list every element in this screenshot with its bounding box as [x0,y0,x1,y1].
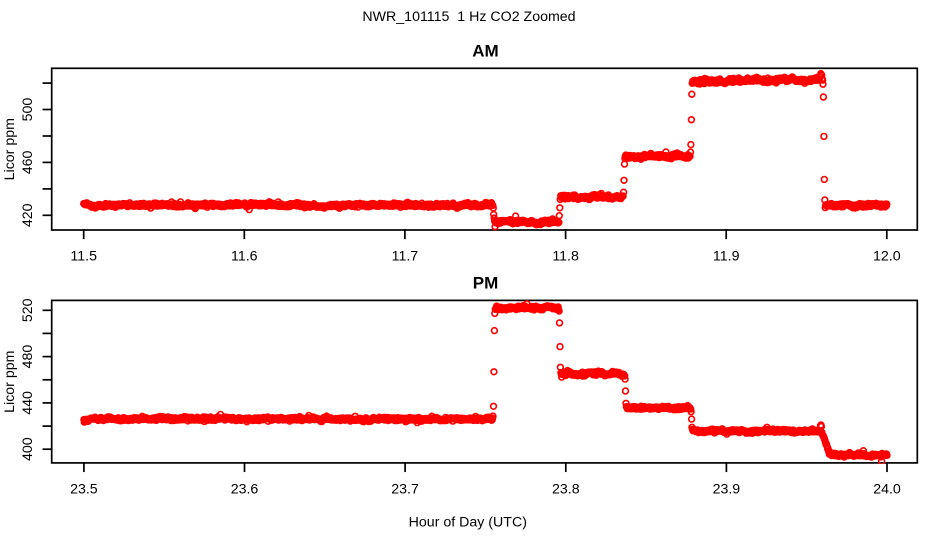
svg-text:500: 500 [20,98,36,122]
svg-text:11.6: 11.6 [231,249,258,265]
svg-text:420: 420 [20,203,36,227]
svg-text:PM: PM [473,274,499,293]
svg-text:11.8: 11.8 [552,249,579,265]
svg-text:23.6: 23.6 [231,482,259,498]
svg-text:460: 460 [20,150,36,174]
svg-text:11.7: 11.7 [392,249,419,265]
svg-text:11.9: 11.9 [713,249,740,265]
svg-text:23.8: 23.8 [552,482,580,498]
svg-text:23.9: 23.9 [713,482,741,498]
svg-text:440: 440 [20,391,36,415]
svg-text:480: 480 [20,345,36,369]
svg-text:AM: AM [472,42,498,61]
svg-text:11.5: 11.5 [70,249,97,265]
svg-text:24.0: 24.0 [873,482,901,498]
svg-text:Hour of Day (UTC): Hour of Day (UTC) [409,515,527,531]
svg-text:12.0: 12.0 [873,249,901,265]
svg-text:Licor ppm: Licor ppm [2,351,18,413]
svg-text:NWR_101115 1 Hz CO2 Zoomed: NWR_101115 1 Hz CO2 Zoomed [362,9,575,25]
svg-text:Licor ppm: Licor ppm [2,118,18,180]
svg-text:23.5: 23.5 [70,482,98,498]
svg-text:400: 400 [20,437,36,461]
svg-text:23.7: 23.7 [391,482,419,498]
svg-text:520: 520 [20,298,36,322]
